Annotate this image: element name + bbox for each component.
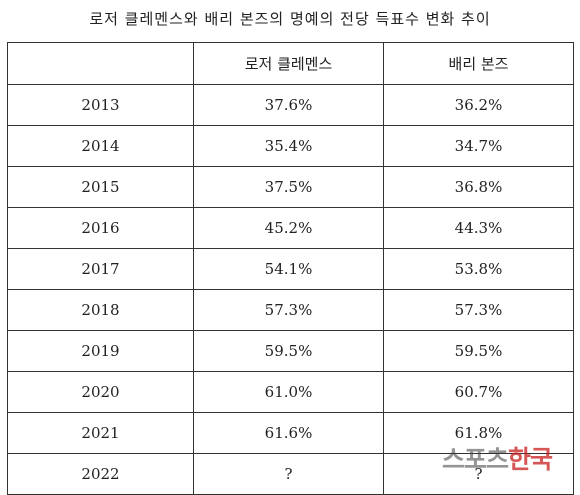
table-row: 2013 37.6% 36.2% xyxy=(7,84,574,126)
bonds-cell: 44.3% xyxy=(383,207,574,249)
year-cell: 2015 xyxy=(7,166,194,208)
clemens-cell: ? xyxy=(193,453,384,495)
year-cell: 2014 xyxy=(7,125,194,167)
clemens-cell: 54.1% xyxy=(193,248,384,290)
table-title: 로저 클레멘스와 배리 본즈의 명예의 전당 득표수 변화 추이 xyxy=(89,10,491,28)
bonds-cell: 57.3% xyxy=(383,289,574,331)
bonds-cell: 34.7% xyxy=(383,125,574,167)
clemens-cell: 61.6% xyxy=(193,412,384,454)
bonds-cell: 61.8% xyxy=(383,412,574,454)
table-row: 2016 45.2% 44.3% xyxy=(7,207,574,249)
table-row: 2014 35.4% 34.7% xyxy=(7,125,574,167)
vote-share-table: 로저 클레멘스 배리 본즈 2013 37.6% 36.2% 2014 35.4% 34.… xyxy=(7,42,574,495)
bonds-cell: 59.5% xyxy=(383,330,574,372)
bonds-cell: 60.7% xyxy=(383,371,574,413)
clemens-cell: 37.5% xyxy=(193,166,384,208)
table-row: 2021 61.6% 61.8% xyxy=(7,412,574,454)
table-row: 2022?? xyxy=(7,453,574,495)
year-cell: 2020 xyxy=(7,371,194,413)
header-cell-clemens: 로저 클레멘스 xyxy=(193,42,384,85)
year-cell: 2019 xyxy=(7,330,194,372)
table-row: 2018 57.3% 57.3% xyxy=(7,289,574,331)
year-cell: 2016 xyxy=(7,207,194,249)
clemens-cell: 57.3% xyxy=(193,289,384,331)
year-cell: 2022 xyxy=(7,453,194,495)
clemens-cell: 35.4% xyxy=(193,125,384,167)
header-cell-year xyxy=(7,42,194,85)
bonds-cell: ? xyxy=(383,453,574,495)
table-header-row: 로저 클레멘스 배리 본즈 xyxy=(7,42,574,85)
clemens-cell: 45.2% xyxy=(193,207,384,249)
clemens-cell: 59.5% xyxy=(193,330,384,372)
table-row: 2017 54.1% 53.8% xyxy=(7,248,574,290)
year-cell: 2021 xyxy=(7,412,194,454)
header-cell-bonds: 배리 본즈 xyxy=(383,42,574,85)
year-cell: 2013 xyxy=(7,84,194,126)
clemens-cell: 61.0% xyxy=(193,371,384,413)
year-cell: 2018 xyxy=(7,289,194,331)
table-row: 2015 37.5% 36.8% xyxy=(7,166,574,208)
bonds-cell: 53.8% xyxy=(383,248,574,290)
bonds-cell: 36.2% xyxy=(383,84,574,126)
clemens-cell: 37.6% xyxy=(193,84,384,126)
year-cell: 2017 xyxy=(7,248,194,290)
bonds-cell: 36.8% xyxy=(383,166,574,208)
table-row: 2019 59.5% 59.5% xyxy=(7,330,574,372)
table-row: 2020 61.0% 60.7% xyxy=(7,371,574,413)
